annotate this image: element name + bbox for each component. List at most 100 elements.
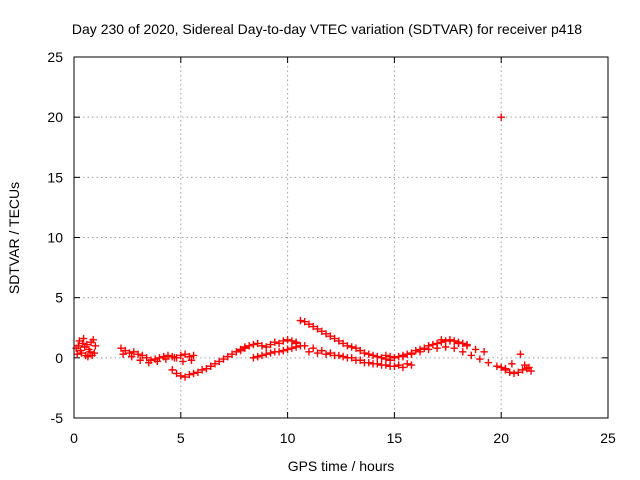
- data-point: [318, 346, 326, 355]
- data-point: [189, 351, 198, 360]
- data-point: [309, 322, 317, 331]
- data-point: [127, 352, 136, 361]
- data-point: [403, 360, 411, 368]
- chart-title: Day 230 of 2020, Sidereal Day-to-day VTE…: [72, 21, 582, 37]
- x-tick-label: 0: [70, 430, 78, 446]
- data-point: [318, 327, 326, 336]
- data-point: [454, 339, 463, 348]
- data-point: [467, 351, 475, 360]
- data-point: [283, 336, 292, 344]
- data-point: [271, 338, 279, 346]
- data-point: [275, 348, 283, 356]
- data-point: [506, 368, 514, 376]
- data-point: [501, 366, 510, 374]
- data-point: [369, 351, 377, 360]
- data-point: [202, 364, 211, 373]
- data-point: [138, 351, 147, 360]
- x-tick-label: 15: [387, 430, 403, 446]
- data-point: [525, 363, 533, 372]
- data-point: [520, 361, 529, 369]
- data-point: [249, 354, 258, 362]
- data-point: [262, 343, 270, 351]
- data-point: [407, 350, 416, 358]
- y-axis-label: SDTVAR / TECUs: [6, 182, 22, 294]
- data-point: [279, 337, 288, 345]
- data-point: [198, 366, 206, 374]
- data-point: [352, 344, 360, 352]
- data-point: [73, 350, 81, 358]
- data-point: [249, 340, 258, 349]
- data-point: [300, 342, 309, 350]
- x-tick-label: 25: [600, 430, 616, 446]
- data-point: [207, 362, 215, 370]
- data-point: [187, 356, 196, 364]
- data-point: [516, 350, 525, 358]
- data-point: [266, 349, 275, 357]
- data-point: [224, 352, 232, 361]
- data-point: [74, 342, 82, 350]
- data-point: [89, 336, 97, 344]
- data-point: [288, 337, 296, 345]
- data-point: [437, 336, 446, 344]
- data-point: [179, 357, 187, 366]
- data-point: [75, 337, 84, 345]
- data-point: [215, 357, 223, 366]
- data-point: [373, 360, 382, 368]
- x-tick-label: 20: [493, 430, 509, 446]
- y-tick-label: 20: [47, 109, 63, 125]
- data-point: [339, 339, 347, 348]
- data-point: [420, 344, 429, 352]
- data-points: [72, 113, 535, 381]
- x-axis-label: GPS time / hours: [288, 458, 395, 474]
- y-tick-label: 10: [47, 230, 63, 246]
- data-point: [119, 350, 127, 358]
- data-point: [253, 339, 262, 348]
- data-point: [189, 369, 198, 378]
- data-point: [382, 351, 390, 360]
- data-point: [275, 339, 283, 348]
- data-point: [245, 342, 253, 350]
- axis-ticks: 0 5 10 15 20 25 -5 0 5 10 15 20 25: [47, 49, 616, 446]
- data-point: [219, 355, 228, 363]
- data-point: [433, 344, 441, 352]
- data-point: [508, 360, 516, 368]
- data-point: [79, 334, 88, 343]
- data-point: [241, 344, 249, 352]
- data-point: [177, 351, 185, 360]
- data-point: [429, 340, 437, 349]
- data-point: [83, 340, 91, 349]
- data-point: [309, 344, 317, 352]
- data-point: [117, 344, 125, 352]
- data-point: [153, 357, 162, 366]
- data-point: [84, 352, 92, 361]
- data-point: [134, 350, 142, 358]
- data-point: [335, 337, 343, 345]
- data-point: [185, 370, 194, 379]
- data-point: [326, 349, 335, 357]
- y-tick-label: 5: [55, 290, 63, 306]
- data-point: [476, 355, 484, 363]
- data-point: [382, 361, 390, 369]
- data-point: [162, 355, 170, 363]
- data-point: [446, 337, 454, 345]
- data-point: [77, 349, 86, 357]
- data-point: [347, 354, 356, 362]
- data-point: [514, 368, 522, 376]
- data-point: [211, 360, 219, 368]
- y-tick-label: 25: [47, 49, 63, 65]
- data-point: [236, 346, 245, 355]
- data-point: [322, 350, 330, 358]
- data-point: [305, 320, 313, 328]
- data-point: [88, 351, 96, 360]
- data-point: [416, 348, 424, 356]
- data-point: [288, 344, 296, 352]
- y-tick-label: 15: [47, 169, 63, 185]
- data-point: [339, 352, 347, 361]
- grid-lines: [74, 57, 608, 418]
- data-point: [145, 358, 153, 367]
- y-tick-label: 0: [55, 350, 63, 366]
- data-point: [300, 318, 309, 326]
- data-point: [399, 352, 407, 361]
- x-tick-label: 5: [177, 430, 185, 446]
